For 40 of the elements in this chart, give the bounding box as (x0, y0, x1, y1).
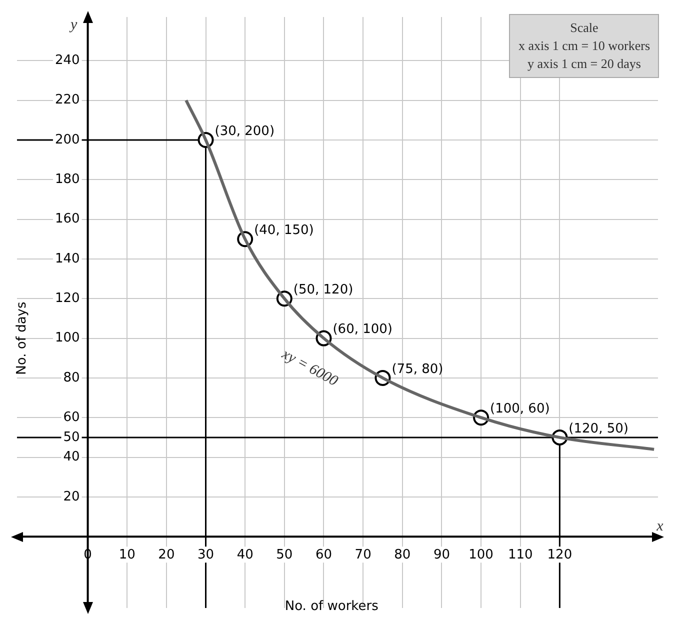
y-axis-title: No. of days (14, 302, 30, 375)
data-label: (40, 150) (254, 222, 314, 238)
y-tick-label: 100 (54, 330, 80, 346)
annotation: y (68, 16, 78, 33)
y-tick-label: 120 (54, 290, 80, 306)
data-label: (30, 200) (214, 124, 275, 139)
y-tick-label: 140 (54, 251, 80, 266)
annotation: y axis 1 cm = 20 days (526, 55, 642, 73)
x-tick-label: 100 (468, 547, 494, 562)
y-tick-label: 160 (54, 212, 80, 227)
x-tick-label: 90 (433, 547, 450, 562)
y-tick-label: 60 (63, 410, 80, 425)
y-tick-label: 40 (63, 450, 80, 465)
annotation: x axis 1 cm = 10 workers (518, 37, 650, 55)
y-tick-label: 200 (54, 132, 80, 148)
x-tick-label: 70 (354, 547, 372, 562)
annotation: xy = 6000 (278, 346, 341, 390)
x-tick-label: 120 (547, 547, 572, 562)
data-label: (120, 50) (568, 421, 628, 436)
x-tick-label: 10 (118, 547, 136, 562)
data-label: (50, 120) (293, 282, 354, 298)
x-axis-title: No. of workers (284, 598, 379, 614)
data-label: (60, 100) (332, 322, 392, 338)
y-tick-label: 50 (63, 430, 80, 445)
y-tick-label: 80 (63, 370, 80, 386)
data-label: (100, 60) (490, 401, 550, 416)
y-tick-label: 180 (54, 172, 80, 187)
x-tick-label: 60 (315, 547, 332, 562)
x-tick-label: 40 (236, 547, 254, 562)
y-tick-label: 220 (54, 92, 80, 108)
y-tick-label: 240 (54, 53, 80, 68)
y-tick-label: 20 (63, 489, 80, 504)
x-tick-label: 80 (394, 547, 411, 562)
data-label: (75, 80) (392, 362, 444, 377)
annotation: x (656, 518, 664, 535)
x-tick-label: 20 (158, 547, 175, 562)
x-tick-label: 30 (197, 547, 214, 562)
x-tick-label: 50 (276, 547, 293, 562)
annotation: Scale (569, 19, 600, 37)
x-tick-label: 110 (508, 547, 533, 562)
